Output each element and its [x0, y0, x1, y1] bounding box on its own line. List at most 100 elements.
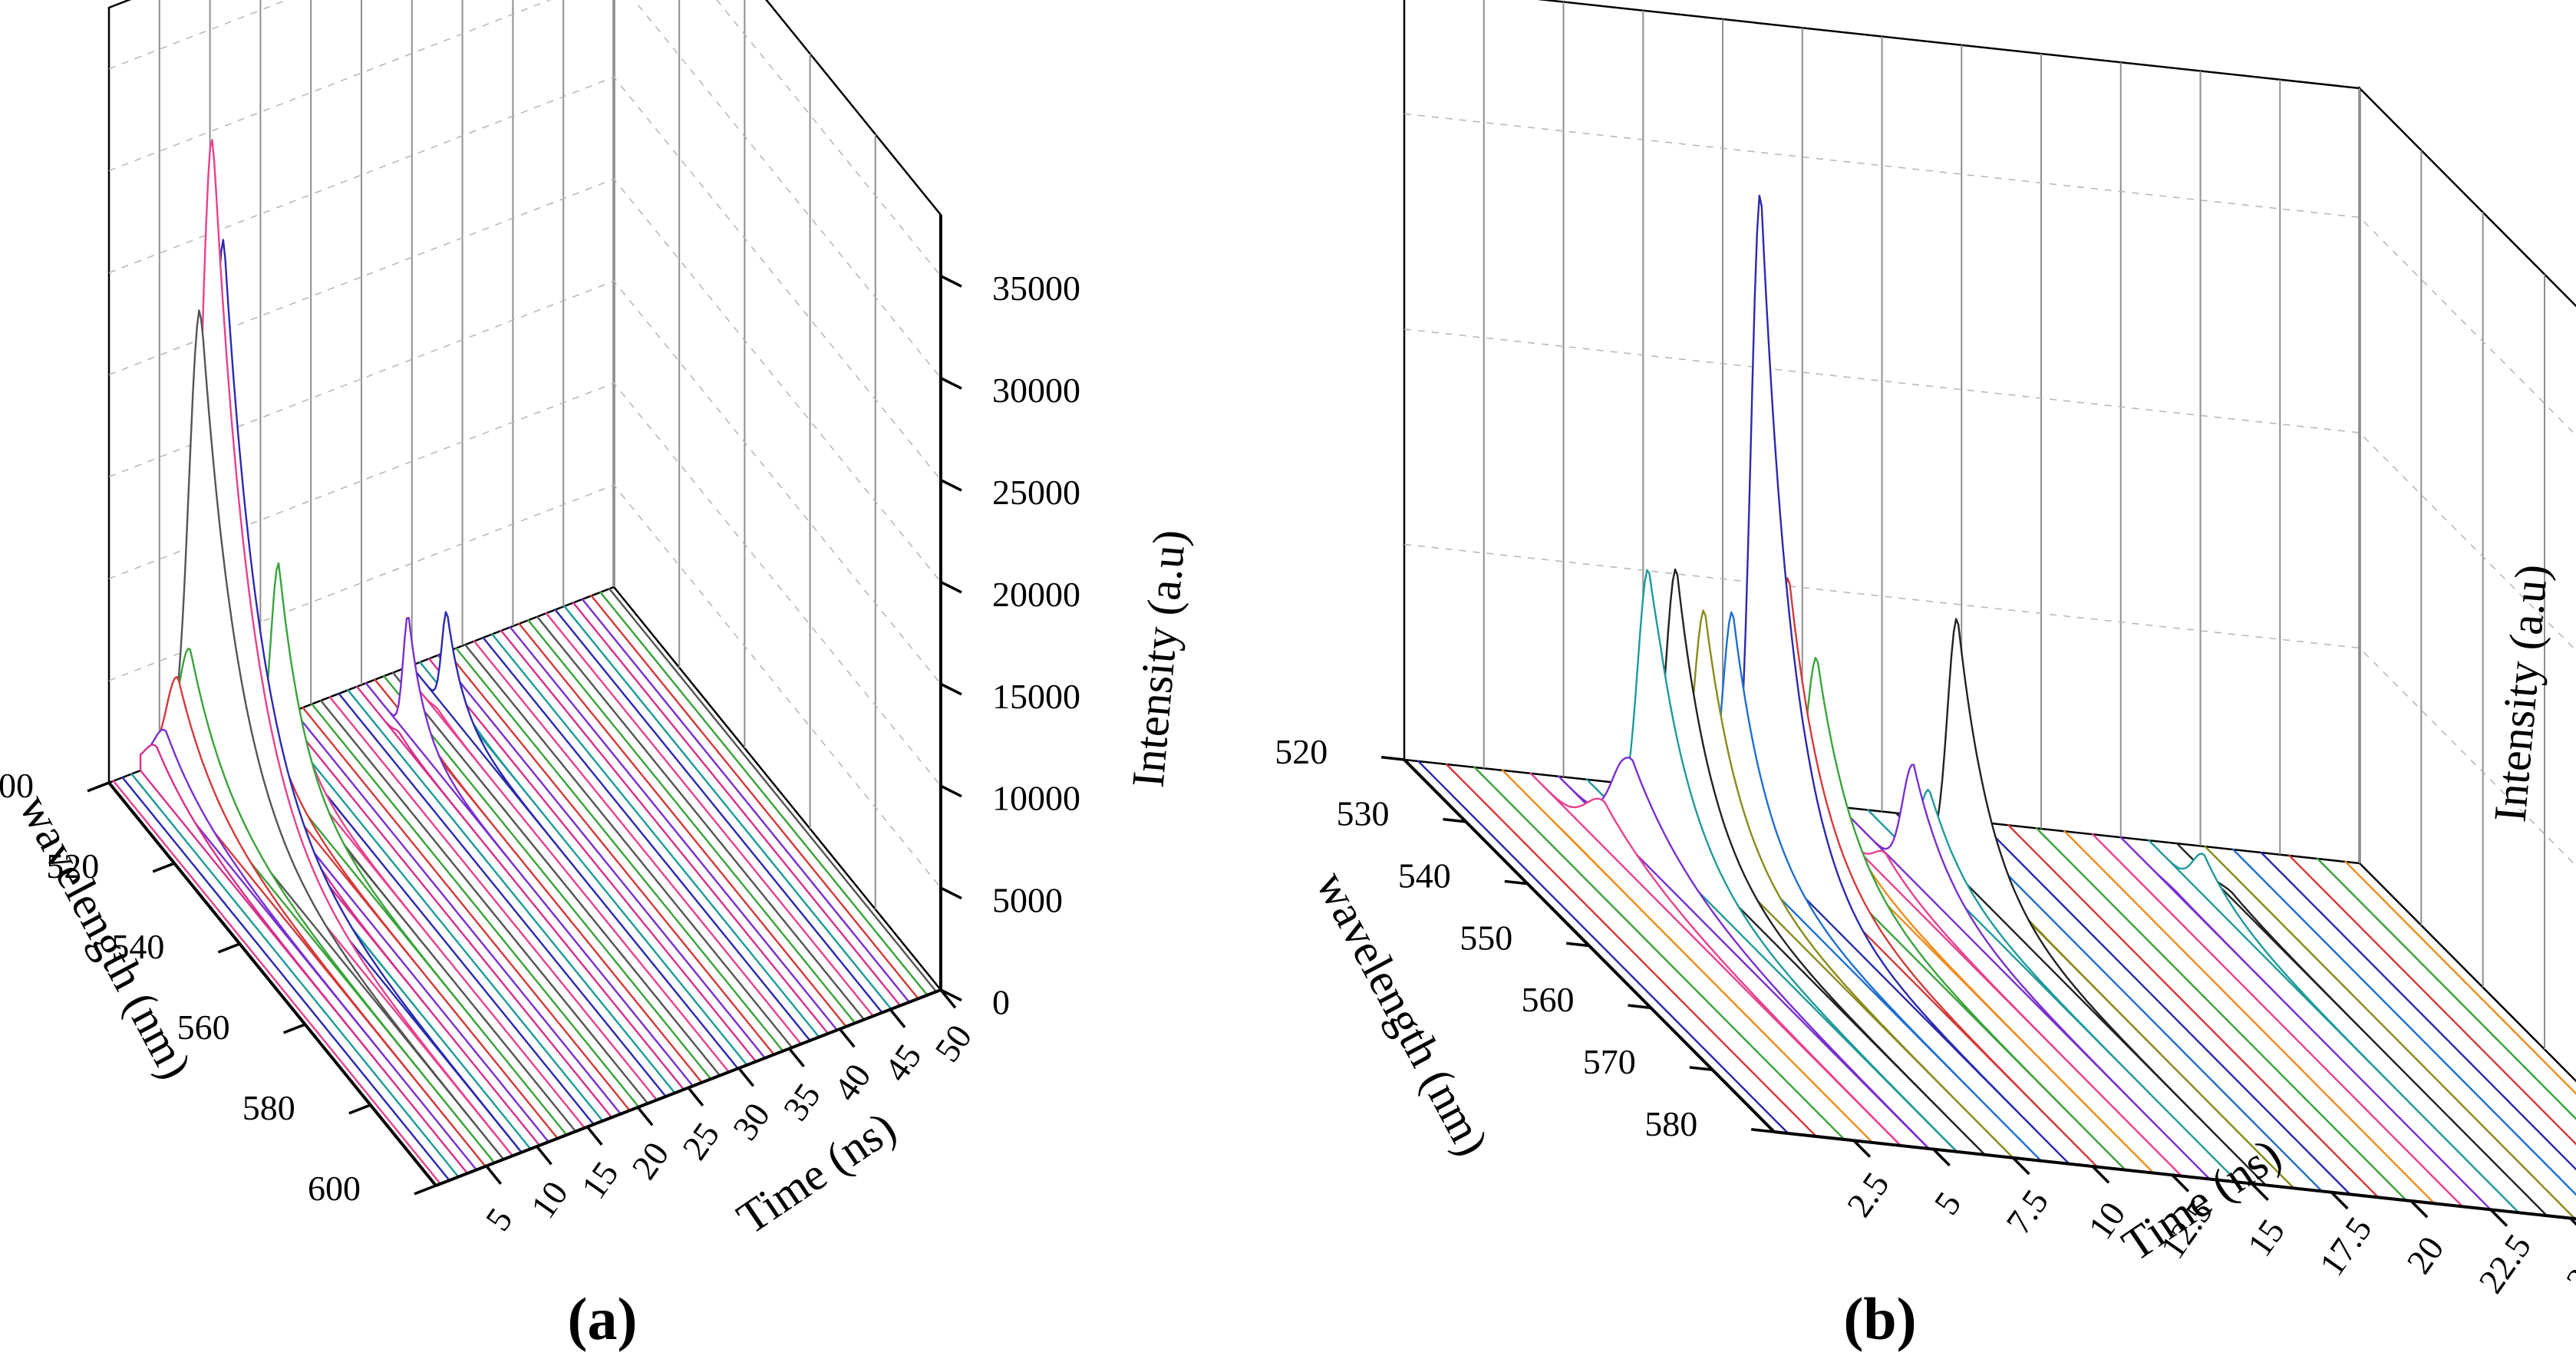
y-tick — [2409, 1199, 2429, 1219]
series-trace — [527, 619, 856, 1024]
x-tick-label: 580 — [1644, 1104, 1697, 1143]
y-tick-label: 20 — [624, 1135, 676, 1186]
series-trace — [292, 710, 622, 1115]
series-trace — [184, 139, 514, 1157]
z-tick — [940, 886, 962, 900]
x-tick-label: 540 — [1398, 856, 1451, 895]
x-tick — [1565, 942, 1590, 948]
series-trace — [1585, 569, 1958, 1153]
panel-b-label: (b) — [1843, 1285, 1916, 1352]
x-axis-line — [107, 781, 437, 1187]
series-trace — [608, 588, 938, 993]
y-tick-label: 22.5 — [2471, 1227, 2538, 1300]
z-tick-label: 35000 — [992, 269, 1080, 308]
y-tick — [2251, 1183, 2269, 1202]
panel-a-x-axis-title: wavelength (nm) — [10, 787, 202, 1087]
x-tick-label: 500 — [0, 766, 34, 805]
series-trace — [1529, 772, 1901, 1147]
x-tick — [1750, 1128, 1775, 1133]
series-trace — [1614, 568, 1986, 1156]
series-trace — [157, 676, 487, 1168]
series-trace — [2288, 854, 2576, 1146]
z-tick — [940, 580, 962, 594]
y-tick-label: 30 — [725, 1096, 777, 1147]
panel-b-grid — [1403, 0, 2576, 1050]
series-trace — [1558, 757, 1930, 1150]
series-trace — [1754, 656, 2126, 1171]
grid-line — [108, 280, 942, 684]
x-tick — [217, 942, 241, 954]
series-trace — [599, 591, 928, 996]
grid-line — [1403, 113, 2576, 437]
panel-b-traces — [1417, 194, 2576, 1220]
series-trace — [581, 598, 911, 1004]
series-trace — [509, 626, 839, 1031]
x-tick-label: 560 — [1522, 980, 1575, 1019]
series-trace — [2119, 836, 2492, 1211]
series-trace — [2316, 857, 2576, 1120]
y-tick — [687, 1087, 704, 1107]
series-trace — [2148, 839, 2520, 1214]
series-trace — [302, 706, 631, 1112]
x-tick-label: 580 — [242, 1088, 295, 1127]
series-trace — [175, 309, 505, 1160]
series-trace — [283, 714, 613, 1119]
series-trace — [1951, 818, 2324, 1192]
y-tick-label: 25 — [675, 1115, 727, 1166]
x-tick — [87, 781, 110, 793]
series-trace — [355, 685, 685, 1090]
series-trace — [347, 689, 676, 1094]
z-tick — [940, 988, 962, 1002]
series-trace — [1839, 764, 2211, 1180]
series-trace — [391, 671, 721, 1077]
y-tick-label: 5 — [478, 1201, 520, 1238]
series-trace — [1502, 769, 1874, 1144]
panel-b-axes — [1380, 756, 2576, 1227]
y-tick — [586, 1126, 603, 1146]
y-tick — [839, 1027, 856, 1048]
series-trace — [2232, 848, 2576, 1196]
y-tick — [636, 1106, 654, 1126]
series-trace — [1642, 609, 2014, 1159]
panel-b-z-axis-title: Intensity (a.u) — [2485, 562, 2558, 824]
y-tick — [2330, 1191, 2349, 1210]
z-tick-label: 15000 — [992, 677, 1080, 716]
x-tick — [1689, 1066, 1713, 1071]
y-tick — [737, 1067, 755, 1087]
series-trace — [590, 595, 919, 1000]
grid-line — [108, 178, 942, 582]
x-tick-label: 520 — [1275, 732, 1328, 771]
y-tick — [788, 1047, 805, 1067]
series-trace — [473, 640, 803, 1045]
y-tick — [889, 1008, 906, 1028]
series-trace — [563, 605, 892, 1011]
series-trace — [2260, 851, 2576, 1171]
series-trace — [410, 611, 739, 1070]
series-trace — [455, 647, 784, 1052]
z-tick-label: 0 — [992, 983, 1010, 1022]
x-tick-label: 540 — [111, 927, 164, 966]
series-trace — [239, 562, 568, 1136]
series-trace — [1670, 611, 2043, 1162]
x-tick-label: 520 — [46, 846, 99, 886]
z-tick-label: 5000 — [992, 881, 1063, 920]
y-tick — [2171, 1174, 2190, 1192]
z-tick-label: 30000 — [992, 371, 1080, 410]
x-tick-label: 570 — [1583, 1042, 1636, 1081]
series-trace — [148, 728, 478, 1171]
y-tick — [1852, 1140, 1872, 1158]
z-tick-label: 10000 — [992, 779, 1080, 818]
y-tick — [2489, 1209, 2508, 1227]
panel-a-label: (a) — [568, 1285, 638, 1352]
series-trace — [130, 773, 460, 1178]
series-trace — [112, 780, 442, 1185]
series-trace — [518, 622, 847, 1027]
panel-b-x-axis-title: wavelength (nm) — [1307, 863, 1499, 1163]
series-trace — [1895, 618, 2267, 1186]
series-trace — [446, 651, 775, 1056]
y-tick — [485, 1165, 503, 1185]
series-trace — [1698, 194, 2070, 1165]
x-tick — [282, 1023, 306, 1034]
